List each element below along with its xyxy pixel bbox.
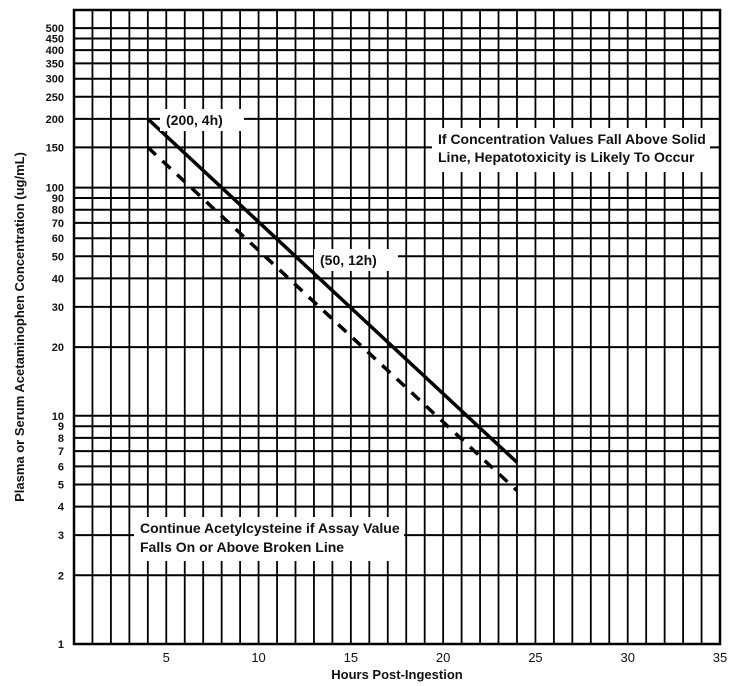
y-tick-label: 450 (46, 34, 64, 46)
x-tick-label: 35 (713, 650, 727, 665)
y-tick-label: 200 (46, 114, 64, 126)
annotation-bg-50-12h (314, 249, 398, 271)
y-tick-label: 30 (52, 302, 64, 314)
y-tick-label: 10 (52, 411, 64, 423)
y-tick-label: 400 (46, 45, 64, 57)
y-tick-label: 4 (58, 502, 65, 514)
y-tick-label: 300 (46, 74, 64, 86)
y-tick-label: 1 (58, 639, 64, 651)
annotation-solid-line-note-2: Line, Hepatotoxicity is Likely To Occur (438, 149, 695, 165)
y-tick-label: 7 (58, 446, 64, 458)
treatment-line-solid (146, 117, 519, 464)
y-tick-label: 2 (58, 570, 64, 582)
x-tick-label: 25 (528, 650, 542, 665)
y-tick-label: 50 (52, 251, 64, 263)
x-tick-label: 5 (163, 650, 170, 665)
annotation-broken-line-note-2: Falls On or Above Broken Line (140, 539, 344, 555)
y-tick-label: 3 (58, 530, 64, 542)
series-layer (146, 117, 519, 492)
y-tick-label: 500 (46, 23, 64, 35)
y-tick-label: 250 (46, 92, 64, 104)
annotation-bg-broken-note (134, 517, 404, 561)
x-tick-label: 10 (251, 650, 265, 665)
y-tick-label: 60 (52, 233, 64, 245)
x-tick-label: 20 (436, 650, 450, 665)
y-tick-label: 150 (46, 142, 64, 154)
annotation-200-4h: (200, 4h) (166, 112, 223, 128)
y-tick-label: 100 (46, 183, 64, 195)
y-tick-label: 70 (52, 218, 64, 230)
annotation-50-12h: (50, 12h) (320, 252, 377, 268)
x-tick-labels: 5 10 15 20 25 30 35 (163, 650, 728, 665)
y-tick-label: 8 (58, 433, 64, 445)
y-tick-label: 20 (52, 342, 64, 354)
treatment-line-dashed (146, 146, 519, 492)
y-tick-label: 5 (58, 479, 64, 491)
annotation-solid-line-note-1: If Concentration Values Fall Above Solid (438, 131, 706, 147)
y-tick-label: 9 (58, 421, 64, 433)
y-tick-label: 6 (58, 461, 64, 473)
x-tick-label: 30 (620, 650, 634, 665)
annotation-bg-200-4h (160, 109, 244, 131)
y-tick-label: 90 (52, 193, 64, 205)
y-tick-label: 80 (52, 205, 64, 217)
x-axis-label: Hours Post-Ingestion (331, 667, 463, 682)
plot-frame (72, 8, 722, 646)
annotation-bg-solid-note (432, 128, 710, 172)
y-axis-label: Plasma or Serum Acetaminophen Concentrat… (12, 152, 27, 502)
y-tick-label: 350 (46, 58, 64, 70)
annotation-broken-line-note-1: Continue Acetylcysteine if Assay Value (140, 520, 400, 536)
x-tick-label: 15 (344, 650, 358, 665)
y-tick-label: 40 (52, 273, 64, 285)
